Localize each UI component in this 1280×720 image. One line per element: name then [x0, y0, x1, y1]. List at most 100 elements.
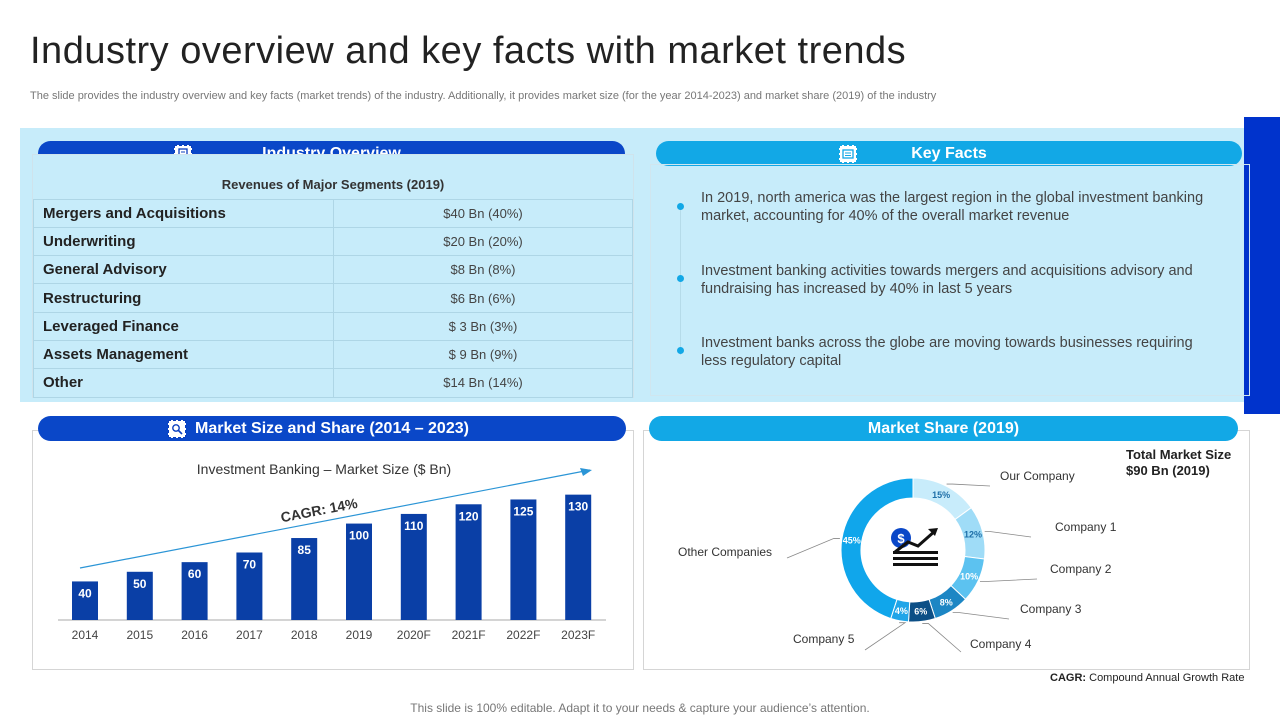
bar-2021F	[455, 504, 482, 620]
segment-row: Other $14 Bn (14%)	[33, 368, 633, 398]
fact-bullet	[677, 275, 684, 282]
fact-item: Investment banks across the globe are mo…	[701, 335, 1193, 369]
leader-line	[922, 623, 962, 653]
segments-table: Revenues of Major Segments (2019) Merger…	[33, 171, 633, 398]
bar-2020F	[400, 513, 427, 620]
bar-value-label: 120	[459, 509, 479, 523]
segment-value: $8 Bn (8%)	[333, 255, 633, 285]
fact-item: Investment banking activities towards me…	[701, 263, 1193, 297]
bar-value-label: 110	[404, 519, 424, 533]
x-tick-label: 2014	[72, 628, 99, 642]
segment-row: Assets Management $ 9 Bn (9%)	[33, 339, 633, 370]
bar-value-label: 60	[188, 567, 202, 581]
slice-value-label: 10%	[960, 571, 978, 581]
segment-row: Leveraged Finance $ 3 Bn (3%)	[33, 311, 633, 341]
slice-name-label: Our Company	[1000, 469, 1075, 483]
x-tick-label: 2023F	[561, 628, 595, 642]
trend-arrow-line	[79, 469, 591, 569]
segment-name: Leveraged Finance	[33, 311, 334, 341]
x-tick-label: 2015	[126, 628, 153, 642]
slice-value-label: 8%	[940, 597, 953, 607]
segment-name: Assets Management	[33, 339, 334, 370]
bar-2022F	[510, 499, 537, 620]
footer-note: This slide is 100% editable. Adapt it to…	[410, 701, 870, 715]
segment-value: $40 Bn (40%)	[333, 198, 633, 228]
segment-row: Underwriting $20 Bn (20%)	[33, 226, 633, 257]
donut-hole	[873, 510, 953, 590]
market-size-chart: Investment Banking – Market Size ($ Bn) …	[58, 461, 606, 642]
segment-name: Underwriting	[33, 226, 334, 257]
chart-title: Investment Banking – Market Size ($ Bn)	[197, 461, 451, 477]
cagr-footnote: CAGR: Compound Annual Growth Rate	[1050, 672, 1244, 684]
market-share-header: Market Share (2019)	[649, 416, 1238, 441]
cagr-annotation: CAGR: 14%	[279, 495, 359, 526]
magnifier-icon	[168, 419, 186, 438]
trend-arrow-head	[580, 468, 592, 476]
segment-value: $20 Bn (20%)	[333, 226, 633, 257]
slice-other-companies	[840, 477, 914, 620]
svg-text:$: $	[897, 531, 905, 546]
page-subtitle: The slide provides the industry overview…	[30, 90, 937, 102]
segments-table-header: Revenues of Major Segments (2019)	[33, 171, 633, 200]
x-tick-label: 2019	[346, 628, 373, 642]
bar-value-label: 130	[568, 500, 588, 514]
leader-line	[984, 531, 1032, 538]
fact-bullet	[677, 203, 684, 210]
segment-value: $6 Bn (6%)	[333, 283, 633, 313]
bar-2017	[236, 552, 263, 620]
slice-name-label: Company 1	[1055, 520, 1117, 534]
cagr-key: CAGR:	[1050, 672, 1087, 684]
leader-line	[786, 538, 840, 559]
slice-value-label: 12%	[964, 530, 982, 540]
x-tick-label: 2016	[181, 628, 208, 642]
segment-row: Mergers and Acquisitions $40 Bn (40%)	[33, 198, 633, 228]
newspaper-icon	[839, 144, 857, 163]
key-facts-label: Key Facts	[911, 144, 987, 162]
slice-value-label: 45%	[843, 535, 861, 545]
x-tick-label: 2018	[291, 628, 318, 642]
bar-value-label: 70	[243, 558, 257, 572]
segment-value: $ 9 Bn (9%)	[333, 339, 633, 370]
bar-2023F	[565, 494, 592, 620]
key-facts-header: Key Facts	[656, 141, 1242, 166]
slice-value-label: 6%	[914, 607, 927, 617]
total-market-size: Total Market Size $90 Bn (2019)	[1126, 447, 1231, 479]
slice-name-label: Company 5	[793, 632, 855, 646]
slice-name-label: Other Companies	[678, 545, 772, 559]
fact-bullet	[677, 347, 684, 354]
bar-value-label: 40	[78, 586, 92, 600]
market-size-label: Market Size and Share (2014 – 2023)	[195, 419, 469, 437]
x-tick-label: 2020F	[397, 628, 431, 642]
x-tick-label: 2021F	[452, 628, 486, 642]
bar-value-label: 125	[513, 504, 533, 518]
bar-2019	[346, 523, 372, 620]
key-facts-panel: In 2019, north america was the largest r…	[650, 164, 1250, 396]
bar-value-label: 50	[133, 577, 147, 591]
market-size-header: Market Size and Share (2014 – 2023)	[38, 416, 626, 441]
bar-value-label: 85	[298, 543, 312, 557]
fact-item: In 2019, north america was the largest r…	[701, 190, 1204, 224]
slice-name-label: Company 3	[1020, 602, 1082, 616]
leader-line	[946, 483, 991, 487]
leader-line	[864, 622, 907, 651]
leader-line	[952, 612, 1010, 620]
slice-name-label: Company 2	[1050, 562, 1112, 576]
segment-name: Other	[33, 368, 334, 398]
segment-name: Mergers and Acquisitions	[33, 198, 334, 228]
market-share-label: Market Share (2019)	[867, 419, 1020, 437]
total-line-1: Total Market Size	[1126, 447, 1232, 462]
page-title: Industry overview and key facts with mar…	[30, 30, 907, 72]
money-growth-icon: $	[891, 528, 938, 566]
slice-value-label: 4%	[895, 606, 908, 616]
cagr-definition: Compound Annual Growth Rate	[1089, 672, 1245, 684]
slice-value-label: 15%	[932, 490, 950, 500]
segment-row: General Advisory $8 Bn (8%)	[33, 255, 633, 285]
segment-row: Restructuring $6 Bn (6%)	[33, 283, 633, 313]
bar-2015	[126, 571, 153, 620]
x-tick-label: 2017	[236, 628, 263, 642]
bar-2014	[72, 581, 98, 620]
x-tick-label: 2022F	[506, 628, 540, 642]
total-line-2: $90 Bn (2019)	[1126, 463, 1210, 478]
bar-value-label: 100	[349, 529, 369, 543]
segment-value: $14 Bn (14%)	[333, 368, 633, 398]
